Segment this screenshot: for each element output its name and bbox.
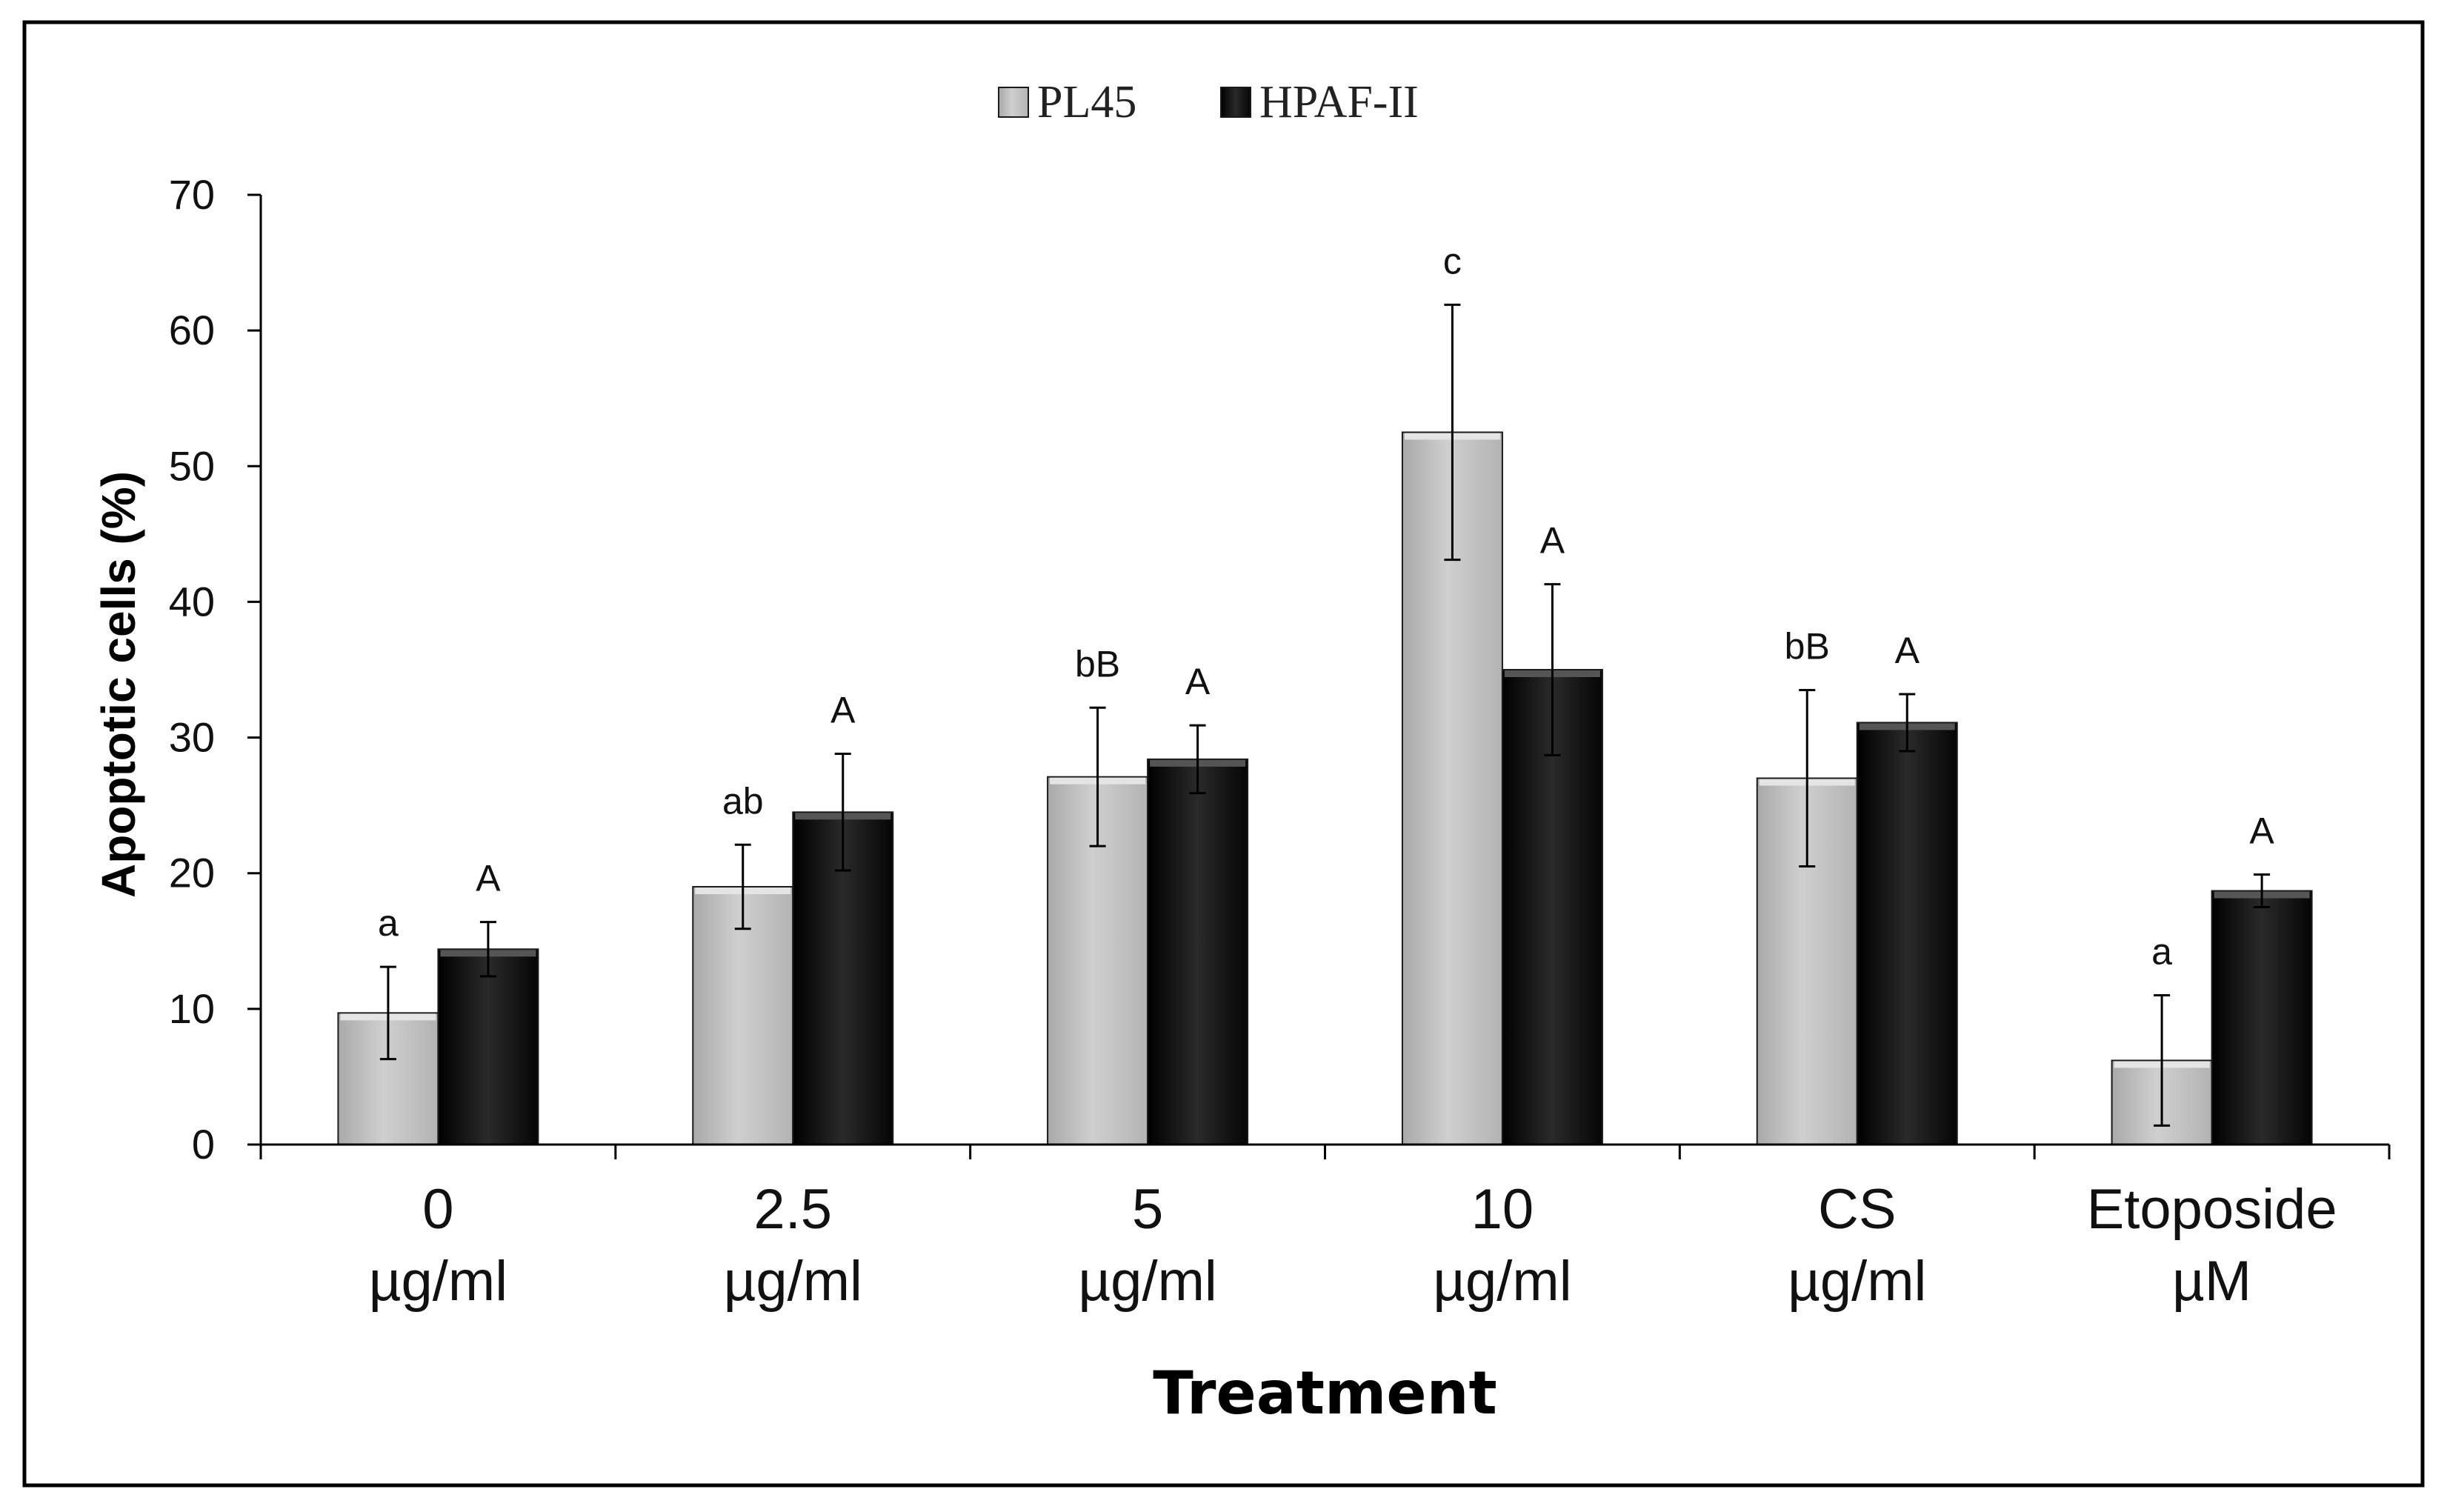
legend-swatch-pl45 [998, 87, 1029, 118]
y-tick-label-50: 50 [169, 442, 215, 489]
x-tick-label-0-line1: 0 [422, 1178, 453, 1241]
x-tick-label-1-line1: 2.5 [753, 1178, 832, 1241]
bar-hpaf-ii-5 [2211, 890, 2313, 1145]
figure-frame [22, 20, 2425, 1488]
x-axis-title: Treatment [1153, 1359, 1497, 1428]
significance-label-hpaf-ii-2: A [1185, 661, 1211, 702]
x-tick-label-2-line1: 5 [1132, 1178, 1163, 1241]
y-axis-title: Apoptotic cells (%) [92, 471, 145, 898]
significance-label-hpaf-ii-5: A [2249, 810, 2274, 852]
y-tick-label-60: 60 [169, 307, 215, 353]
x-tick-label-4-line1: CS [1818, 1178, 1897, 1241]
x-tick-label-3-line2: µg/ml [1433, 1250, 1571, 1313]
y-tick-label-30: 30 [169, 714, 215, 761]
y-tick-label-20: 20 [169, 850, 215, 896]
significance-label-hpaf-ii-0: A [476, 858, 501, 899]
y-tick-label-10: 10 [169, 985, 215, 1032]
bar-hpaf-ii-4 [1856, 722, 1958, 1145]
significance-label-hpaf-ii-1: A [830, 690, 856, 731]
significance-label-pl45-2: bB [1075, 643, 1120, 685]
significance-label-pl45-4: bB [1785, 625, 1830, 667]
significance-label-pl45-3: c [1443, 240, 1462, 282]
bar-hpaf-ii-0 [437, 948, 539, 1145]
x-tick-label-4-line2: µg/ml [1788, 1250, 1926, 1313]
x-tick-label-5-line1: Etoposide [2087, 1178, 2337, 1241]
significance-label-hpaf-ii-3: A [1540, 520, 1565, 562]
y-tick-label-40: 40 [169, 578, 215, 625]
bar-hpaf-ii-2 [1147, 758, 1249, 1145]
x-tick-label-5-line2: µM [2172, 1250, 2251, 1313]
y-tick-label-0: 0 [192, 1121, 215, 1168]
legend-label-pl45: PL45 [1037, 77, 1136, 127]
x-tick-label-0-line2: µg/ml [369, 1250, 507, 1313]
x-tick-label-2-line2: µg/ml [1078, 1250, 1216, 1313]
x-tick-label-3-line1: 10 [1471, 1178, 1534, 1241]
legend-swatch-hpaf-ii [1220, 87, 1251, 118]
significance-label-pl45-1: ab [722, 780, 764, 822]
legend-label-hpaf-ii: HPAF-II [1259, 77, 1419, 127]
significance-label-hpaf-ii-4: A [1895, 630, 1920, 671]
significance-label-pl45-0: a [378, 902, 399, 944]
significance-label-pl45-5: a [2151, 931, 2172, 973]
y-tick-label-70: 70 [169, 171, 215, 218]
x-tick-label-1-line2: µg/ml [724, 1250, 862, 1313]
